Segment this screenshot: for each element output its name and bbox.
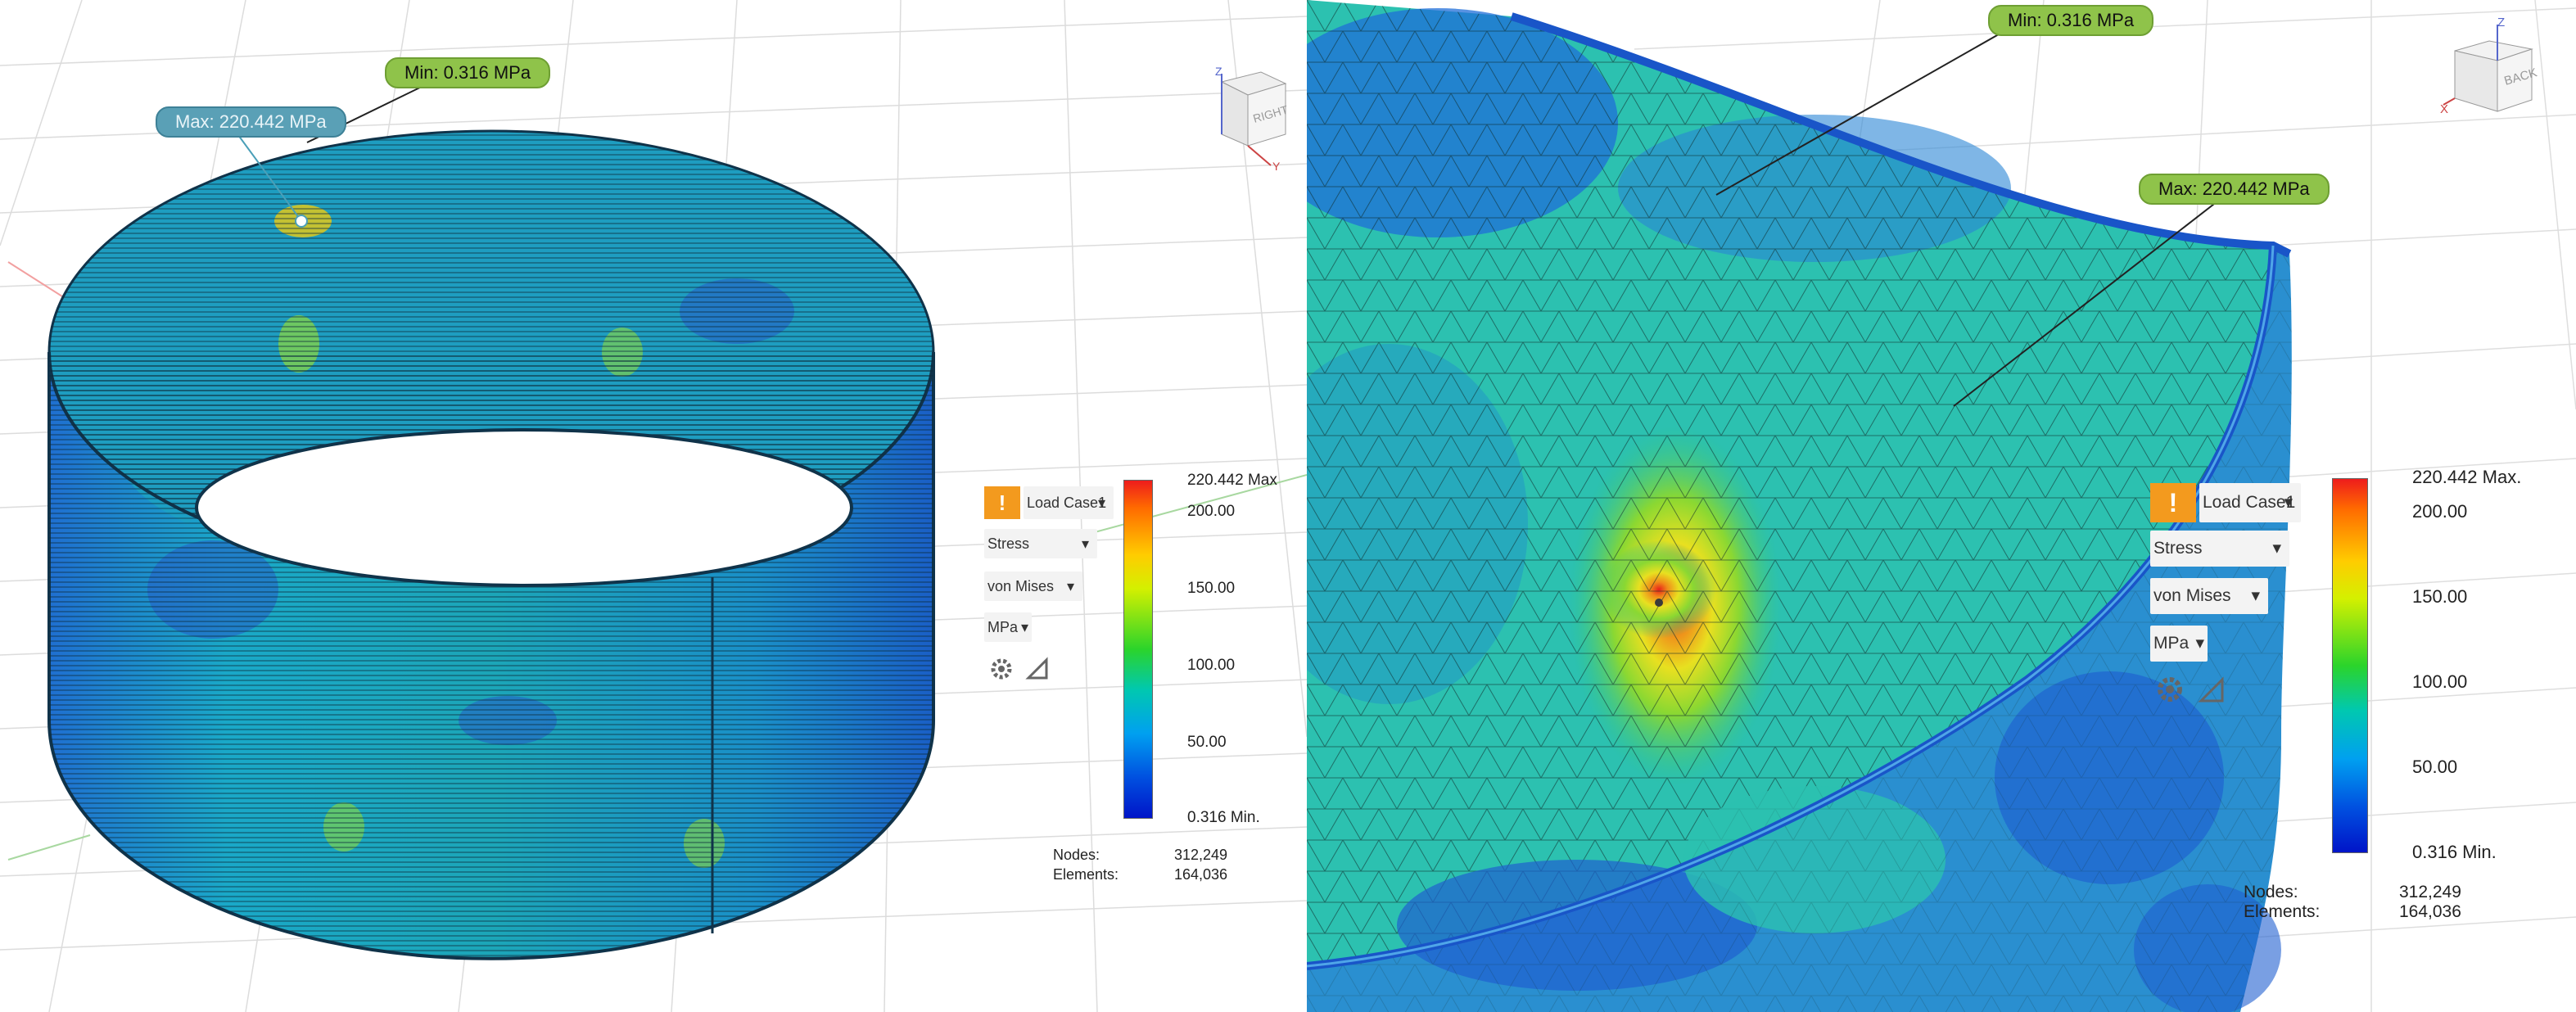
axis-z-label: Z [1215, 66, 1222, 78]
legend-tick: 150.00 [1187, 580, 1236, 597]
warning-icon[interactable]: ! [2150, 483, 2196, 522]
chevron-down-icon: ▾ [1081, 535, 1089, 552]
result-type-label: Stress [987, 535, 1030, 552]
right-viewport[interactable]: Min: 0.316 MPa Max: 220.442 MPa BACK Z X… [1307, 0, 2576, 1012]
axis-x-label: X [2440, 102, 2448, 116]
chevron-down-icon: ▾ [1020, 619, 1028, 635]
load-case-dropdown[interactable]: Load Case1 ▾ [2199, 483, 2301, 522]
axis-z-label: Z [2497, 18, 2505, 29]
chevron-down-icon: ▾ [2195, 634, 2204, 653]
settings-gear-icon[interactable] [2153, 673, 2186, 706]
component-label: von Mises [987, 578, 1055, 594]
legend-max-label: 220.442 Max [1187, 472, 1277, 489]
result-type-dropdown[interactable]: Stress ▾ [984, 529, 1097, 558]
max-stress-callout[interactable]: Max: 220.442 MPa [156, 106, 346, 138]
chevron-down-icon: ▾ [2272, 539, 2281, 558]
units-dropdown[interactable]: MPa ▾ [2150, 626, 2208, 662]
nodes-label: Nodes: [2244, 883, 2298, 901]
legend-tick: 100.00 [1187, 657, 1236, 674]
units-label: MPa [987, 619, 1019, 635]
axis-y-label: Y [1272, 160, 1281, 172]
chevron-down-icon: ▾ [2251, 586, 2260, 605]
chevron-down-icon: ▾ [2284, 493, 2293, 512]
result-type-dropdown[interactable]: Stress ▾ [2150, 531, 2289, 567]
nodes-label: Nodes: [1053, 847, 1100, 863]
settings-gear-icon[interactable] [987, 655, 1015, 683]
color-legend-bar [2332, 478, 2368, 853]
legend-min-label: 0.316 Min. [1187, 809, 1260, 826]
probe-icon[interactable] [1025, 657, 1050, 681]
probe-icon[interactable] [2198, 676, 2226, 704]
legend-tick: 50.00 [1187, 734, 1227, 751]
units-dropdown[interactable]: MPa ▾ [984, 612, 1032, 642]
cylinder-model[interactable] [0, 0, 1307, 1012]
component-dropdown[interactable]: von Mises ▾ [2150, 578, 2268, 614]
legend-tick: 100.00 [2412, 671, 2468, 692]
warning-icon[interactable]: ! [984, 486, 1020, 519]
elements-label: Elements: [2244, 902, 2321, 921]
cylinder-closeup-model[interactable] [1307, 0, 2576, 1012]
left-viewport[interactable]: Min: 0.316 MPa Max: 220.442 MPa RIGHT Z … [0, 0, 1307, 1012]
load-case-label: Load Case1 [2203, 493, 2296, 512]
load-case-dropdown[interactable]: Load Case1 ▾ [1024, 486, 1114, 519]
legend-tick: 50.00 [2412, 757, 2458, 777]
view-cube-icon[interactable]: RIGHT Z Y [1204, 66, 1294, 172]
legend-min-label: 0.316 Min. [2412, 842, 2497, 862]
elements-value: 164,036 [1174, 866, 1228, 883]
legend-max-label: 220.442 Max. [2412, 467, 2522, 487]
chevron-down-icon: ▾ [1066, 578, 1074, 594]
component-label: von Mises [2153, 586, 2231, 605]
color-legend-bar [1123, 480, 1153, 819]
max-stress-callout[interactable]: Max: 220.442 MPa [2139, 174, 2330, 205]
load-case-label: Load Case1 [1027, 495, 1107, 511]
nodes-value: 312,249 [2399, 883, 2461, 901]
result-type-label: Stress [2153, 539, 2203, 558]
legend-tick: 200.00 [1187, 503, 1236, 520]
min-stress-callout[interactable]: Min: 0.316 MPa [1988, 5, 2154, 36]
min-stress-callout[interactable]: Min: 0.316 MPa [385, 57, 551, 88]
nodes-value: 312,249 [1174, 847, 1228, 863]
chevron-down-icon: ▾ [1097, 495, 1105, 511]
elements-value: 164,036 [2399, 902, 2461, 921]
units-label: MPa [2153, 634, 2190, 653]
component-dropdown[interactable]: von Mises ▾ [984, 572, 1082, 601]
elements-label: Elements: [1053, 866, 1119, 883]
view-cube-icon[interactable]: BACK Z X [2440, 18, 2555, 124]
legend-tick: 150.00 [2412, 586, 2468, 607]
legend-tick: 200.00 [2412, 501, 2468, 522]
